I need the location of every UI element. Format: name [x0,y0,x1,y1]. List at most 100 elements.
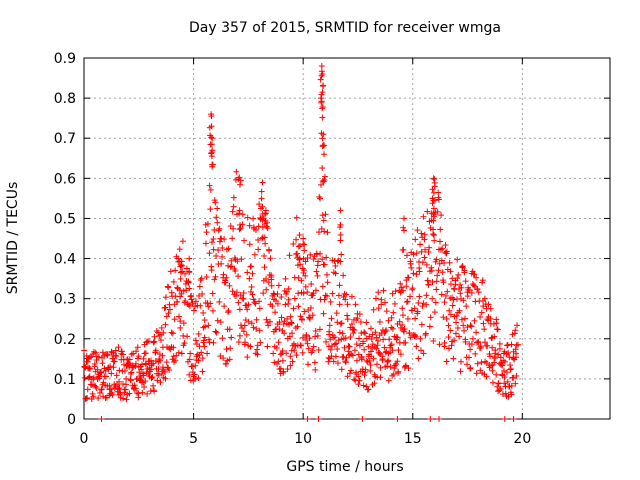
data-point [342,358,349,365]
data-point [200,337,207,344]
data-point [393,361,400,368]
data-point [444,288,451,295]
data-point [385,377,392,384]
data-point [170,344,177,351]
data-point [175,349,182,356]
data-point [177,324,184,331]
data-point [288,319,295,326]
data-point [261,264,268,271]
data-point [228,334,235,341]
data-point [144,390,151,397]
data-point [262,240,269,247]
data-point [275,358,282,365]
data-point [338,251,345,258]
data-point [184,333,191,340]
data-point [160,329,167,336]
data-point [186,268,193,275]
data-point [330,358,337,365]
data-point [436,260,443,267]
data-point [185,301,192,308]
data-point [94,366,101,373]
data-point [295,243,302,250]
data-point [274,300,281,307]
data-point [319,178,326,185]
data-point [108,370,115,377]
data-point [264,343,271,350]
data-point [446,259,453,266]
data-point [220,271,227,278]
data-point [205,303,212,310]
data-point [155,372,162,379]
data-point [496,387,503,394]
data-point [135,390,142,397]
data-point [324,279,331,286]
data-point [135,353,142,360]
data-point [235,273,242,280]
data-point [361,346,368,353]
data-point [170,353,177,360]
data-point [351,326,358,333]
data-point [127,370,134,377]
data-point [227,345,234,352]
data-point [196,283,203,290]
data-point [347,334,354,341]
data-point [333,340,340,347]
data-point [263,316,270,323]
data-point [512,380,519,387]
data-point [329,290,336,297]
data-point [304,361,311,368]
data-point [405,365,412,372]
data-point [452,330,459,337]
data-point [477,344,484,351]
data-point [162,368,169,375]
data-point [190,307,197,314]
data-point [237,292,244,299]
data-point [414,308,421,315]
data-point [442,292,449,299]
data-point [232,267,239,274]
data-point [206,250,213,257]
data-point [186,371,193,378]
data-point [301,308,308,315]
data-point [387,363,394,370]
data-point [116,384,123,391]
data-point [258,188,265,195]
data-point [456,333,463,340]
data-point [255,236,262,243]
data-point [243,331,250,338]
y-tick-label: 0 [67,412,76,428]
data-point [441,299,448,306]
data-point [155,366,162,373]
data-point [403,252,410,259]
data-point [291,295,298,302]
data-point [421,231,428,238]
data-point [199,368,206,375]
data-point [373,345,380,352]
data-point [411,305,418,312]
data-point [219,253,226,260]
data-point [419,259,426,266]
data-point [226,282,233,289]
data-point [257,339,264,346]
data-point [213,329,220,336]
data-point [391,300,398,307]
data-point [96,389,103,396]
data-point [221,303,228,310]
data-point [387,342,394,349]
data-point [176,313,183,320]
data-point [199,290,206,297]
data-point [178,262,185,269]
data-point [385,317,392,324]
data-point [208,141,215,148]
data-point [244,306,251,313]
data-point [429,295,436,302]
data-point [353,341,360,348]
data-point [454,256,461,263]
data-point [400,227,407,234]
data-point [423,261,430,268]
data-point [418,321,425,328]
data-point [241,322,248,329]
data-point [405,274,412,281]
data-point [513,322,520,329]
